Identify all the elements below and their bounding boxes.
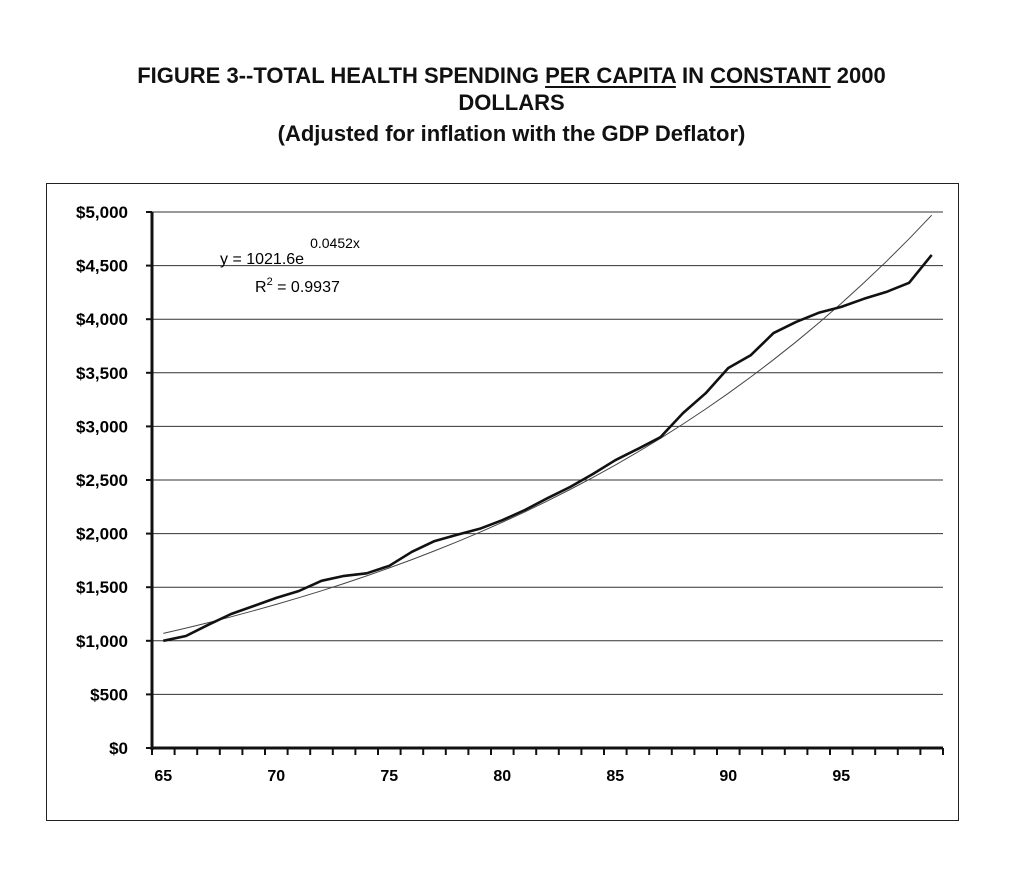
- x-tick-label: 95: [832, 768, 850, 785]
- y-tick-label: $1,500: [76, 578, 128, 597]
- y-tick-label: $4,000: [76, 310, 128, 329]
- y-tick-label: $3,000: [76, 417, 128, 436]
- trend-equation: y = 1021.6e0.0452x: [220, 235, 360, 268]
- y-tick-label: $1,000: [76, 632, 128, 651]
- y-tick-label: $0: [109, 739, 128, 758]
- y-tick-label: $2,500: [76, 471, 128, 490]
- y-tick-label: $5,000: [76, 203, 128, 222]
- spending-line: [163, 254, 933, 643]
- y-tick-label: $4,500: [76, 257, 128, 276]
- y-tick-label: $500: [90, 685, 128, 704]
- chart-frame: [46, 183, 959, 821]
- chart-title-line-1: FIGURE 3--TOTAL HEALTH SPENDING PER CAPI…: [0, 62, 1023, 90]
- title-underlined-per-capita: PER CAPITA: [545, 63, 676, 88]
- title-text: 2000: [830, 63, 886, 88]
- chart-subtitle: (Adjusted for inflation with the GDP Def…: [277, 121, 746, 146]
- x-tick-label: 65: [154, 768, 172, 785]
- chart-title-line-2: DOLLARS: [458, 90, 565, 115]
- y-tick-label: $2,000: [76, 525, 128, 544]
- x-tick-label: 75: [380, 768, 398, 785]
- title-text: FIGURE 3--TOTAL HEALTH SPENDING: [137, 63, 546, 88]
- x-tick-label: 80: [493, 768, 511, 785]
- title-text: IN: [675, 63, 711, 88]
- title-underlined-constant: CONSTANT: [710, 63, 831, 88]
- x-tick-label: 70: [267, 768, 285, 785]
- x-tick-label: 85: [606, 768, 624, 785]
- r-squared-label: R2 = 0.9937: [255, 276, 340, 296]
- x-tick-label: 90: [719, 768, 737, 785]
- y-tick-label: $3,500: [76, 364, 128, 383]
- trend-line: [163, 214, 933, 634]
